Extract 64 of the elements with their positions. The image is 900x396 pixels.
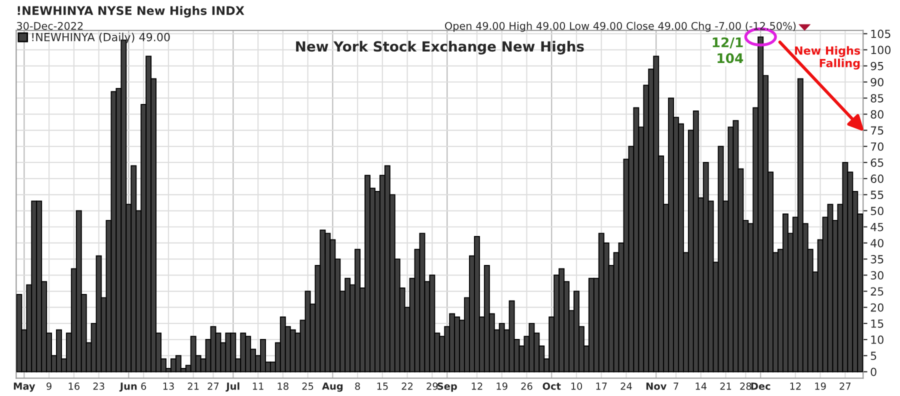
x-tick-label: 13: [163, 382, 174, 390]
x-tick-label: 27: [840, 382, 851, 390]
y-tick-label: 45: [870, 222, 884, 232]
x-tick-label: Dec: [751, 382, 770, 390]
y-tick-label: 50: [870, 206, 884, 216]
y-tick-label: 70: [870, 142, 884, 151]
x-tick-label: 23: [93, 382, 104, 390]
y-tick-label: 75: [870, 126, 884, 135]
x-tick-label: Sep: [438, 382, 457, 392]
x-tick-label: 15: [377, 382, 388, 390]
y-tick-label: 95: [870, 62, 884, 70]
x-tick-label: Jul: [226, 382, 240, 392]
y-tick-label: 55: [870, 190, 884, 200]
annotation: New York Stock Exchange New Highs: [296, 40, 584, 54]
x-tick-label: Jun: [119, 382, 137, 392]
annotation: New Highs Falling: [795, 46, 860, 70]
y-tick-label: 40: [870, 238, 884, 248]
x-tick-label: 18: [278, 382, 288, 390]
y-tick-label: 60: [870, 174, 884, 183]
x-tick-label: May: [14, 382, 36, 392]
x-tick-label: 19: [815, 382, 826, 390]
y-tick-label: 105: [871, 30, 890, 38]
y-tick-label: 65: [870, 158, 884, 167]
x-tick-label: 25: [302, 382, 314, 390]
x-tick-label: 17: [596, 382, 607, 390]
x-tick-label: 7: [674, 382, 678, 390]
x-tick-label: 22: [402, 382, 413, 390]
legend-label: !NEWHINYA (Daily) 49.00: [32, 32, 170, 44]
x-tick-label: 10: [571, 382, 582, 390]
chart-subtitle: 30-Dec-2022: [16, 22, 83, 30]
chart-title: !NEWHINYA NYSE New Highs INDX: [18, 6, 244, 18]
y-tick-label: 80: [870, 110, 884, 119]
y-tick-label: 15: [871, 320, 884, 328]
x-tick-label: Nov: [646, 382, 667, 390]
y-tick-label: 35: [870, 255, 884, 264]
x-tick-label: 24: [620, 382, 632, 390]
x-tick-label: 16: [68, 382, 80, 390]
x-tick-label: 21: [188, 382, 199, 390]
x-tick-label: 19: [496, 382, 508, 390]
x-tick-label: 6: [141, 382, 146, 390]
x-tick-label: 12: [790, 382, 801, 390]
y-tick-label: 20: [870, 303, 884, 312]
annotation: 12/1 104: [712, 37, 744, 64]
x-tick-label: 27: [208, 382, 219, 390]
x-tick-label: Aug: [322, 382, 343, 392]
x-tick-label: Oct: [542, 382, 561, 390]
x-tick-label: 11: [252, 382, 264, 390]
y-tick-label: 0: [870, 368, 876, 376]
x-tick-label: 9: [46, 382, 52, 390]
y-tick-label: 25: [870, 287, 884, 296]
y-tick-label: 5: [870, 352, 876, 360]
x-tick-label: 12: [472, 382, 482, 390]
x-tick-label: 8: [355, 382, 360, 390]
y-tick-label: 90: [870, 78, 884, 86]
y-tick-label: 10: [871, 336, 884, 344]
x-tick-label: 26: [521, 382, 532, 390]
x-tick-label: 21: [720, 382, 732, 390]
x-tick-label: 14: [696, 382, 707, 390]
y-tick-label: 85: [870, 94, 884, 102]
y-tick-label: 30: [870, 271, 884, 280]
x-tick-label: 28: [740, 382, 752, 390]
x-tick-label: 29: [426, 382, 438, 390]
y-tick-label: 100: [871, 46, 891, 54]
annotation: Open 49.00 High 49.00 Low 49.00 Close 49.00 Chg -7.00 (-12.50%): [444, 22, 796, 32]
